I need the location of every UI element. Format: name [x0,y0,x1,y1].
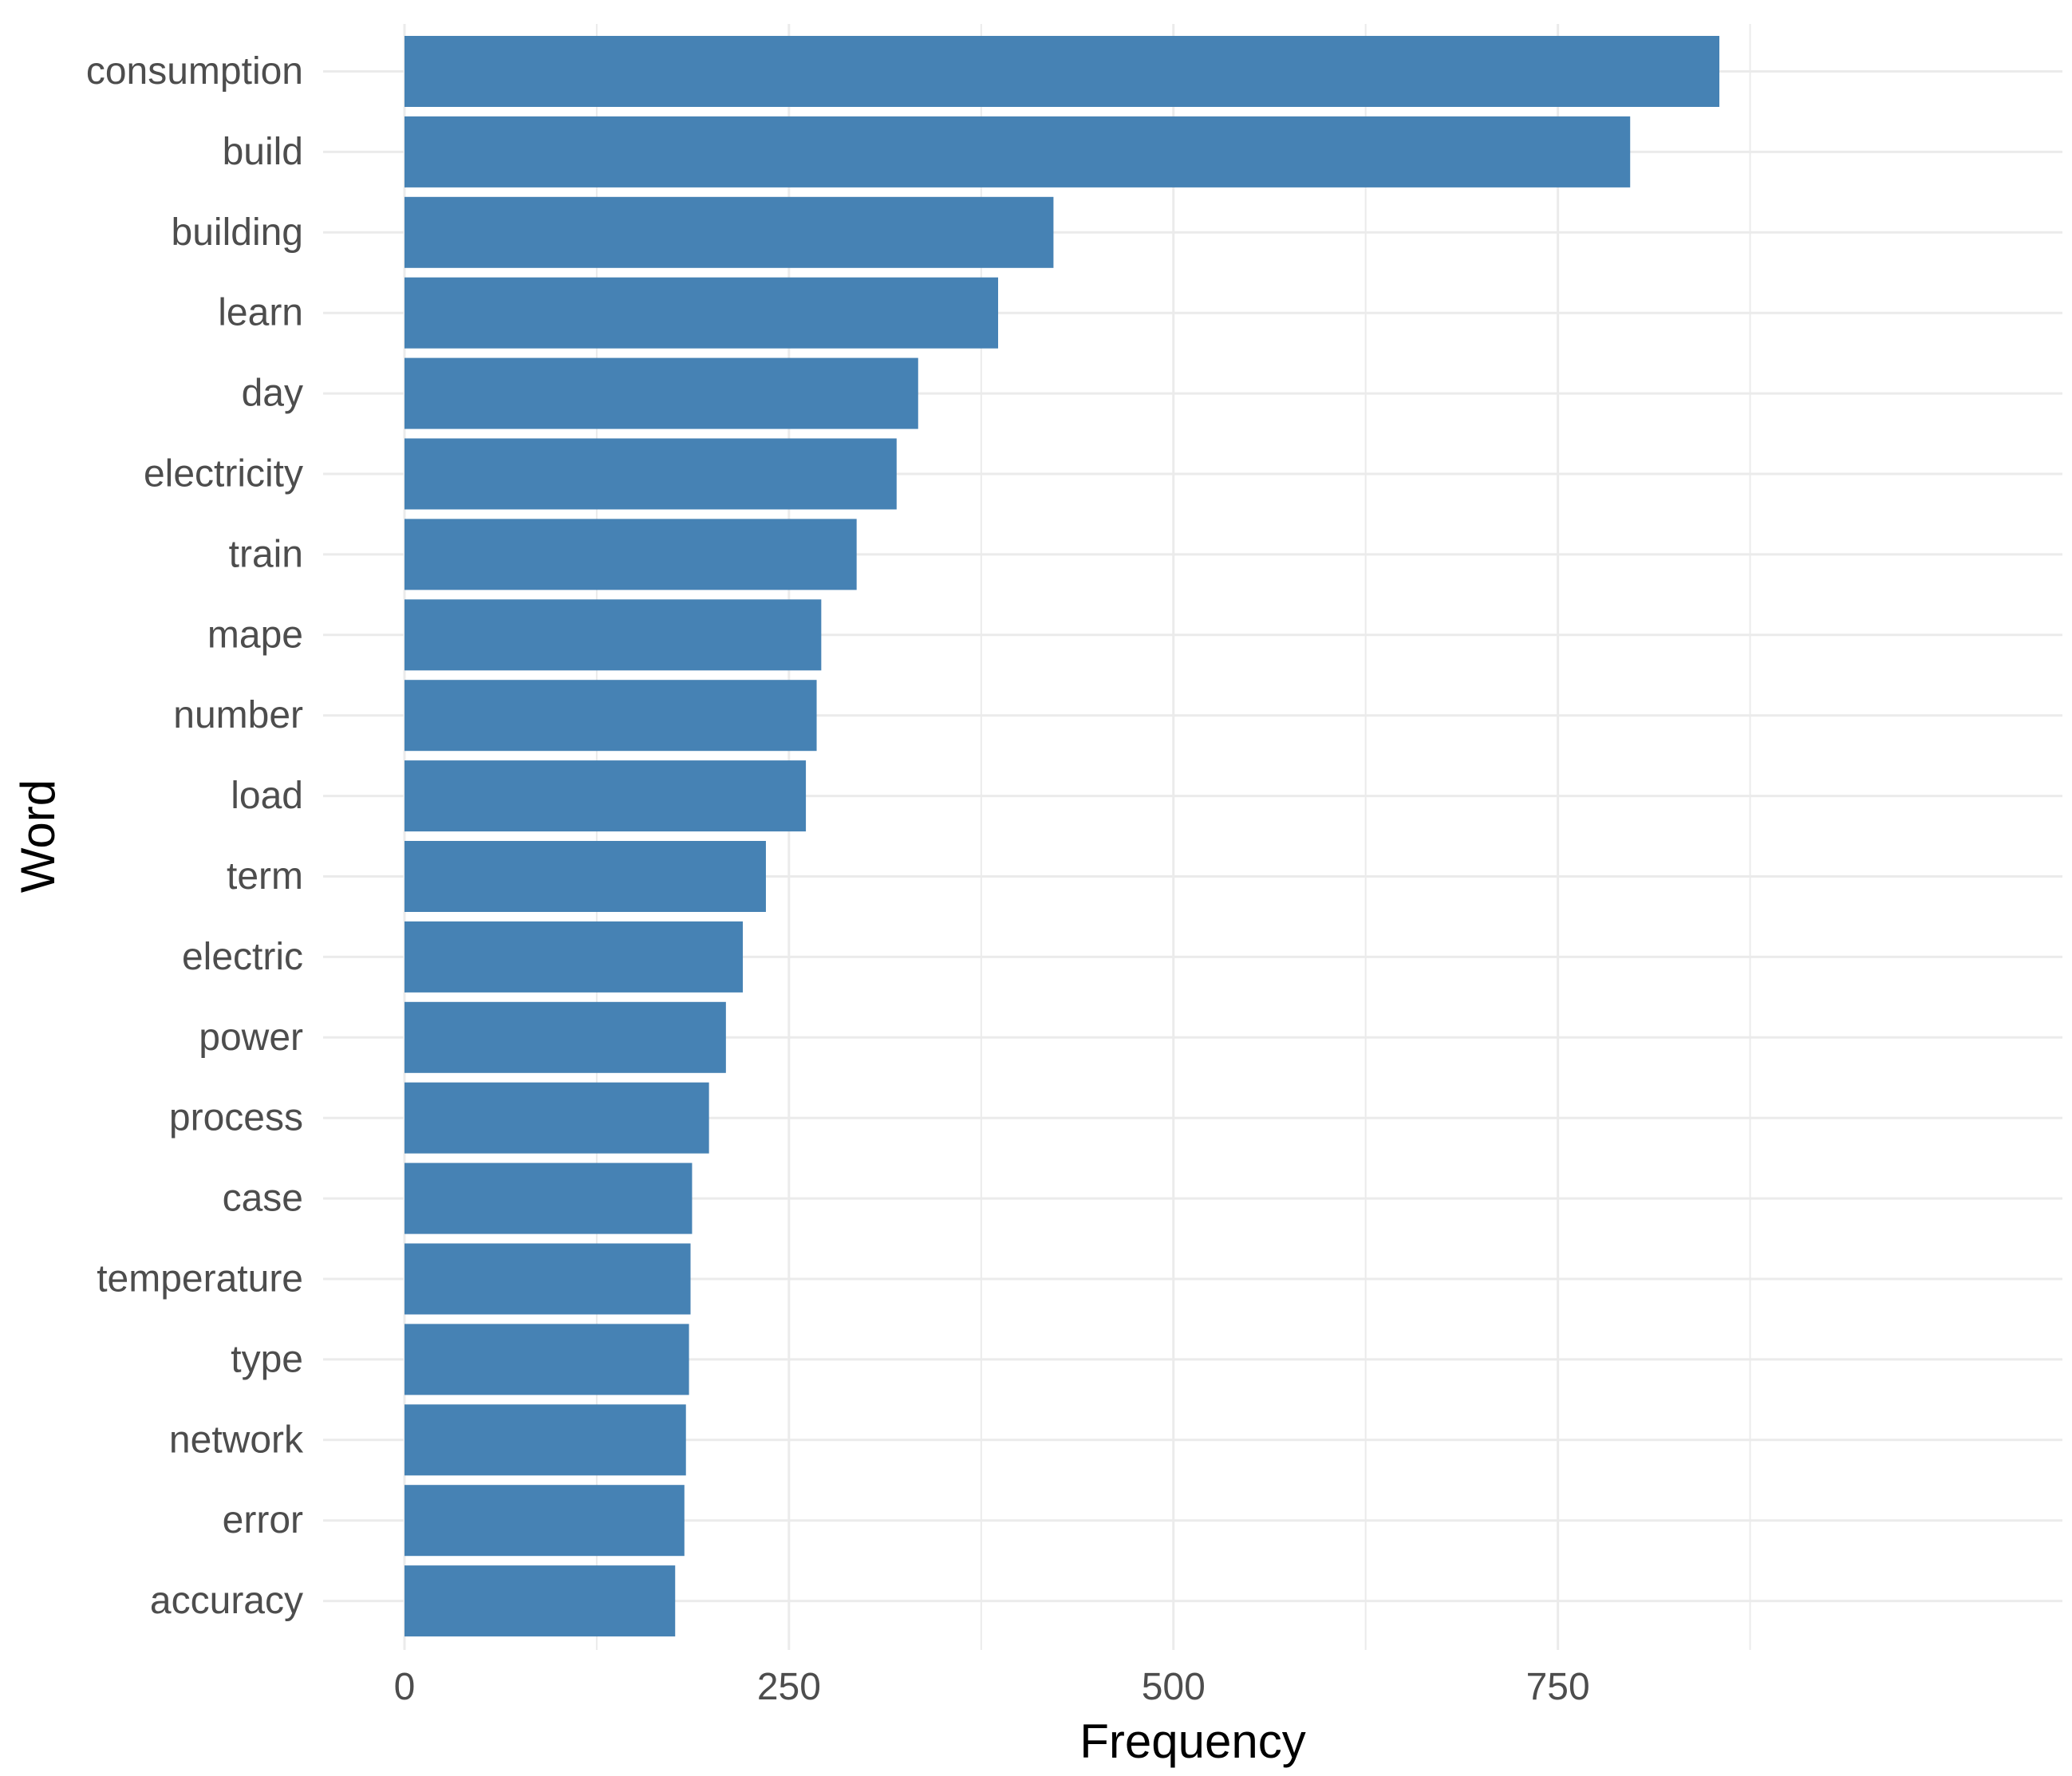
bar-electric [405,921,744,993]
x-tick-label: 750 [1526,1666,1590,1708]
x-tick-label: 0 [394,1666,416,1708]
bar-mape [405,599,822,671]
bar-accuracy [405,1565,676,1637]
bar-building [405,196,1054,268]
x-tick-label: 250 [757,1666,821,1708]
bar-electricity [405,438,897,510]
bar-load [405,760,807,832]
bar-process [405,1082,709,1154]
bar-consumption [405,36,1720,107]
y-tick-label: mape [207,614,303,656]
y-tick-label: case [223,1178,303,1220]
y-tick-label: train [229,533,303,575]
bars [405,36,1720,1637]
y-tick-label: build [223,131,303,173]
x-axis-title: Frequency [1079,1715,1305,1768]
y-tick-label: accuracy [150,1580,303,1622]
x-tick-label: 500 [1142,1666,1206,1708]
bar-network [405,1404,686,1476]
bar-learn [405,277,999,349]
bar-temperature [405,1243,691,1315]
y-tick-label: day [242,373,303,415]
bar-build [405,116,1631,187]
bar-day [405,357,918,429]
y-tick-label: type [231,1338,303,1380]
bar-error [405,1485,685,1557]
bar-train [405,519,857,590]
y-tick-label: network [169,1419,304,1461]
y-tick-label: learn [218,292,303,334]
y-tick-label: error [223,1499,303,1541]
bar-power [405,1001,726,1073]
bar-term [405,841,766,912]
y-tick-label: consumption [86,50,303,93]
y-tick-label: building [172,211,303,254]
y-tick-label: load [231,775,303,817]
y-tick-label: electricity [144,453,303,495]
y-tick-label: power [199,1016,303,1059]
bar-type [405,1324,689,1395]
bar-number [405,680,817,752]
y-tick-label: temperature [97,1258,303,1300]
y-tick-label: number [173,694,303,736]
y-tick-labels: consumption build building learn day electric… [86,50,304,1622]
y-tick-label: term [227,855,303,898]
y-tick-label: process [169,1097,303,1139]
y-tick-label: electric [182,936,303,978]
x-tick-labels: 0 250 500 750 [394,1666,1590,1708]
bar-case [405,1162,693,1234]
y-axis-title: Word [11,779,65,893]
